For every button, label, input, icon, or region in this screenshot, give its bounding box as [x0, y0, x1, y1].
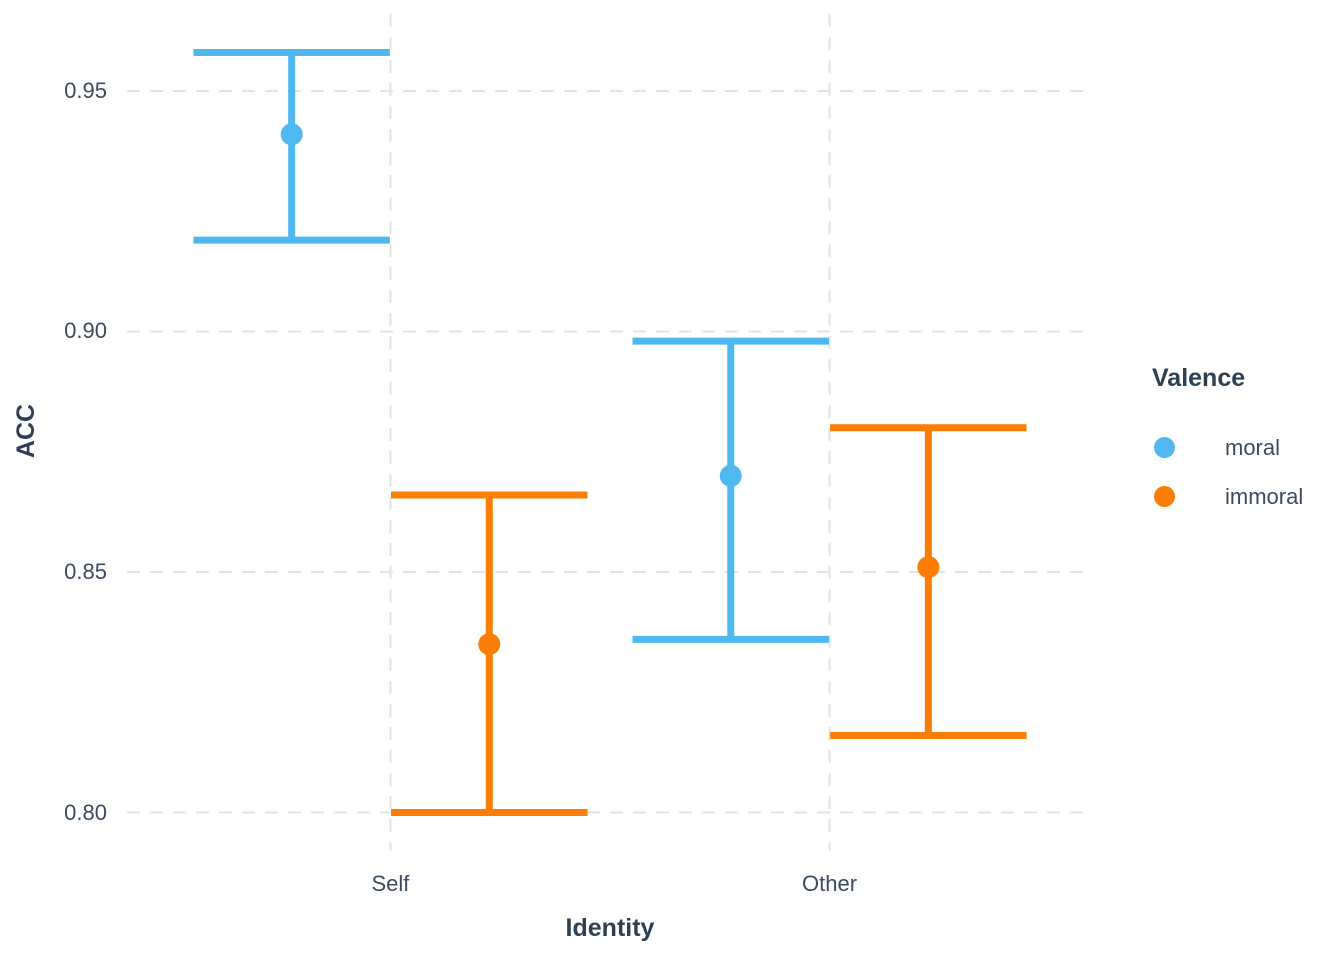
- y-tick-label-0.95: 0.95: [64, 77, 107, 103]
- errorbar-other-moral: [632, 337, 829, 643]
- y-axis-title: ACC: [11, 403, 40, 459]
- errorbar-self-moral: [193, 48, 390, 244]
- errorbar-other-immoral: [830, 424, 1027, 740]
- legend-label-moral: moral: [1225, 434, 1281, 460]
- point-self-immoral: [478, 633, 501, 656]
- y-tick-label-0.85: 0.85: [64, 559, 107, 584]
- x-tick-label-other: Other: [802, 871, 858, 896]
- x-tick-label-self: Self: [371, 871, 410, 896]
- y-tick-label-0.80: 0.80: [64, 799, 107, 825]
- point-other-immoral: [917, 556, 940, 579]
- errorbar-self-immoral: [391, 491, 588, 817]
- legend: Valence moral immoral: [1146, 364, 1303, 521]
- x-axis-title: Identity: [565, 914, 655, 942]
- legend-label-immoral: immoral: [1225, 483, 1304, 509]
- point-other-moral: [719, 464, 742, 487]
- legend-title: Valence: [1152, 364, 1246, 392]
- legend-item-moral: moral: [1146, 423, 1303, 472]
- y-tick-label-0.90: 0.90: [64, 318, 107, 344]
- immoral-dot-icon: [1154, 486, 1175, 507]
- point-self-moral: [280, 123, 303, 146]
- legend-item-immoral: immoral: [1146, 472, 1303, 521]
- moral-dot-icon: [1154, 437, 1175, 458]
